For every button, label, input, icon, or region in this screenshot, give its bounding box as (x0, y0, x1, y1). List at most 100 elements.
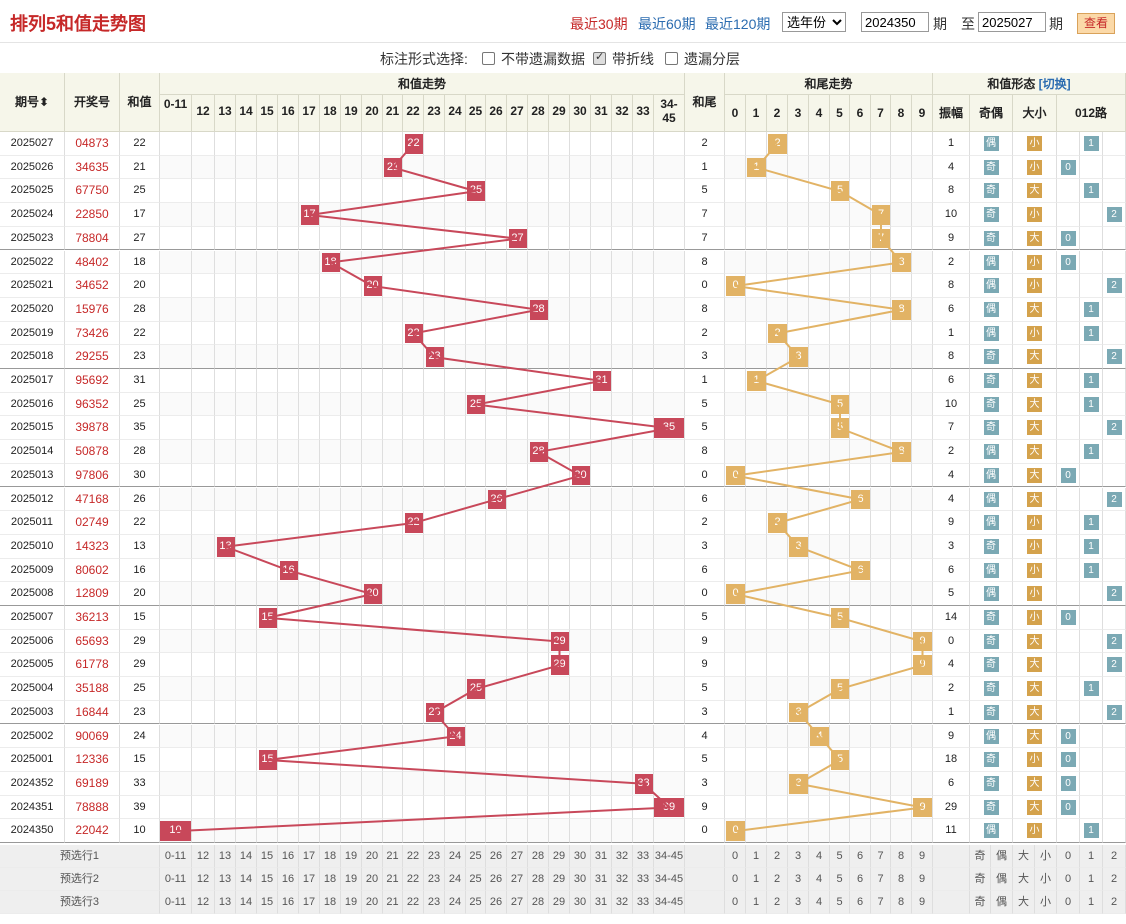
presel-sum-cell[interactable]: 18 (320, 891, 341, 914)
presel-small[interactable]: 小 (1035, 845, 1057, 868)
presel-route-cell[interactable]: 1 (1080, 868, 1103, 891)
presel-odd[interactable]: 奇 (970, 845, 991, 868)
presel-tail-cell[interactable]: 4 (809, 845, 830, 868)
switch-link[interactable]: [切换] (1038, 77, 1071, 91)
presel-tail-cell[interactable]: 2 (767, 891, 788, 914)
checkbox-omit-layer[interactable] (665, 52, 678, 65)
presel-tail-cell[interactable]: 2 (767, 868, 788, 891)
presel-sum-cell[interactable]: 34-45 (654, 868, 685, 891)
presel-tail-cell[interactable]: 6 (850, 891, 871, 914)
presel-sum-cell[interactable]: 29 (549, 868, 570, 891)
presel-sum-cell[interactable]: 16 (278, 845, 299, 868)
presel-even[interactable]: 偶 (991, 891, 1013, 914)
presel-sum-cell[interactable]: 32 (612, 845, 633, 868)
presel-sum-cell[interactable]: 25 (466, 868, 486, 891)
presel-sum-cell[interactable]: 32 (612, 868, 633, 891)
presel-sum-cell[interactable]: 24 (445, 891, 466, 914)
presel-sum-cell[interactable]: 20 (362, 891, 383, 914)
presel-sum-cell[interactable]: 27 (507, 891, 528, 914)
presel-sum-cell[interactable]: 16 (278, 868, 299, 891)
recent-120-link[interactable]: 最近120期 (705, 16, 771, 32)
presel-odd[interactable]: 奇 (970, 868, 991, 891)
presel-sum-cell[interactable]: 13 (215, 868, 236, 891)
presel-sum-cell[interactable]: 20 (362, 845, 383, 868)
presel-sum-cell[interactable]: 19 (341, 845, 362, 868)
presel-sum-cell[interactable]: 20 (362, 868, 383, 891)
presel-sum-cell[interactable]: 23 (424, 845, 445, 868)
presel-sum-cell[interactable]: 28 (528, 868, 549, 891)
checkbox-no-omit[interactable] (482, 52, 495, 65)
presel-sum-cell[interactable]: 21 (383, 891, 403, 914)
presel-tail-cell[interactable]: 5 (830, 868, 850, 891)
presel-sum-cell[interactable]: 24 (445, 845, 466, 868)
presel-sum-cell[interactable]: 22 (403, 845, 424, 868)
presel-sum-cell[interactable]: 26 (486, 868, 507, 891)
presel-sum-cell[interactable]: 30 (570, 891, 591, 914)
presel-sum-cell[interactable]: 15 (257, 891, 278, 914)
presel-tail-cell[interactable]: 5 (830, 845, 850, 868)
presel-sum-cell[interactable]: 22 (403, 891, 424, 914)
presel-sum-cell[interactable]: 31 (591, 868, 612, 891)
presel-sum-cell[interactable]: 32 (612, 891, 633, 914)
presel-tail-cell[interactable]: 9 (912, 891, 933, 914)
presel-tail-cell[interactable]: 0 (725, 845, 746, 868)
presel-sum-cell[interactable]: 31 (591, 891, 612, 914)
presel-sum-cell[interactable]: 24 (445, 868, 466, 891)
presel-tail-cell[interactable]: 2 (767, 845, 788, 868)
presel-sum-cell[interactable]: 33 (633, 891, 654, 914)
presel-sum-cell[interactable]: 0-11 (160, 891, 192, 914)
presel-sum-cell[interactable]: 29 (549, 891, 570, 914)
presel-sum-cell[interactable]: 12 (192, 891, 215, 914)
presel-tail-cell[interactable]: 1 (746, 868, 767, 891)
presel-sum-cell[interactable]: 33 (633, 868, 654, 891)
presel-tail-cell[interactable]: 7 (871, 891, 891, 914)
presel-sum-cell[interactable]: 26 (486, 845, 507, 868)
presel-sum-cell[interactable]: 17 (299, 891, 320, 914)
presel-sum-cell[interactable]: 15 (257, 845, 278, 868)
presel-sum-cell[interactable]: 23 (424, 891, 445, 914)
presel-sum-cell[interactable]: 30 (570, 868, 591, 891)
presel-route-cell[interactable]: 1 (1080, 891, 1103, 914)
presel-odd[interactable]: 奇 (970, 891, 991, 914)
presel-small[interactable]: 小 (1035, 868, 1057, 891)
checkbox-polyline[interactable] (593, 50, 606, 65)
presel-sum-cell[interactable]: 27 (507, 845, 528, 868)
presel-sum-cell[interactable]: 28 (528, 891, 549, 914)
period-from-input[interactable] (861, 12, 929, 32)
presel-sum-cell[interactable]: 18 (320, 868, 341, 891)
presel-sum-cell[interactable]: 13 (215, 845, 236, 868)
presel-sum-cell[interactable]: 21 (383, 845, 403, 868)
recent-60-link[interactable]: 最近60期 (638, 16, 696, 32)
presel-route-cell[interactable]: 2 (1103, 868, 1126, 891)
presel-sum-cell[interactable]: 16 (278, 891, 299, 914)
presel-sum-cell[interactable]: 15 (257, 868, 278, 891)
presel-tail-cell[interactable]: 6 (850, 868, 871, 891)
recent-30-link[interactable]: 最近30期 (570, 16, 628, 32)
presel-tail-cell[interactable]: 4 (809, 891, 830, 914)
presel-tail-cell[interactable]: 3 (788, 845, 809, 868)
presel-tail-cell[interactable]: 0 (725, 868, 746, 891)
presel-sum-cell[interactable]: 21 (383, 868, 403, 891)
presel-tail-cell[interactable]: 3 (788, 868, 809, 891)
presel-sum-cell[interactable]: 13 (215, 891, 236, 914)
presel-sum-cell[interactable]: 23 (424, 868, 445, 891)
presel-sum-cell[interactable]: 33 (633, 845, 654, 868)
presel-sum-cell[interactable]: 29 (549, 845, 570, 868)
presel-even[interactable]: 偶 (991, 845, 1013, 868)
presel-tail-cell[interactable]: 1 (746, 891, 767, 914)
presel-tail-cell[interactable]: 7 (871, 868, 891, 891)
presel-sum-cell[interactable]: 27 (507, 868, 528, 891)
presel-tail-cell[interactable]: 8 (891, 868, 912, 891)
presel-sum-cell[interactable]: 14 (236, 845, 257, 868)
presel-tail-cell[interactable]: 9 (912, 845, 933, 868)
option-no-omit[interactable]: 不带遗漏数据 (482, 49, 585, 69)
presel-big[interactable]: 大 (1013, 845, 1035, 868)
presel-route-cell[interactable]: 2 (1103, 845, 1126, 868)
presel-sum-cell[interactable]: 19 (341, 891, 362, 914)
presel-sum-cell[interactable]: 12 (192, 868, 215, 891)
presel-route-cell[interactable]: 0 (1057, 868, 1080, 891)
presel-sum-cell[interactable]: 26 (486, 891, 507, 914)
presel-tail-cell[interactable]: 7 (871, 845, 891, 868)
year-select[interactable]: 选年份 (782, 12, 846, 32)
presel-tail-cell[interactable]: 1 (746, 845, 767, 868)
